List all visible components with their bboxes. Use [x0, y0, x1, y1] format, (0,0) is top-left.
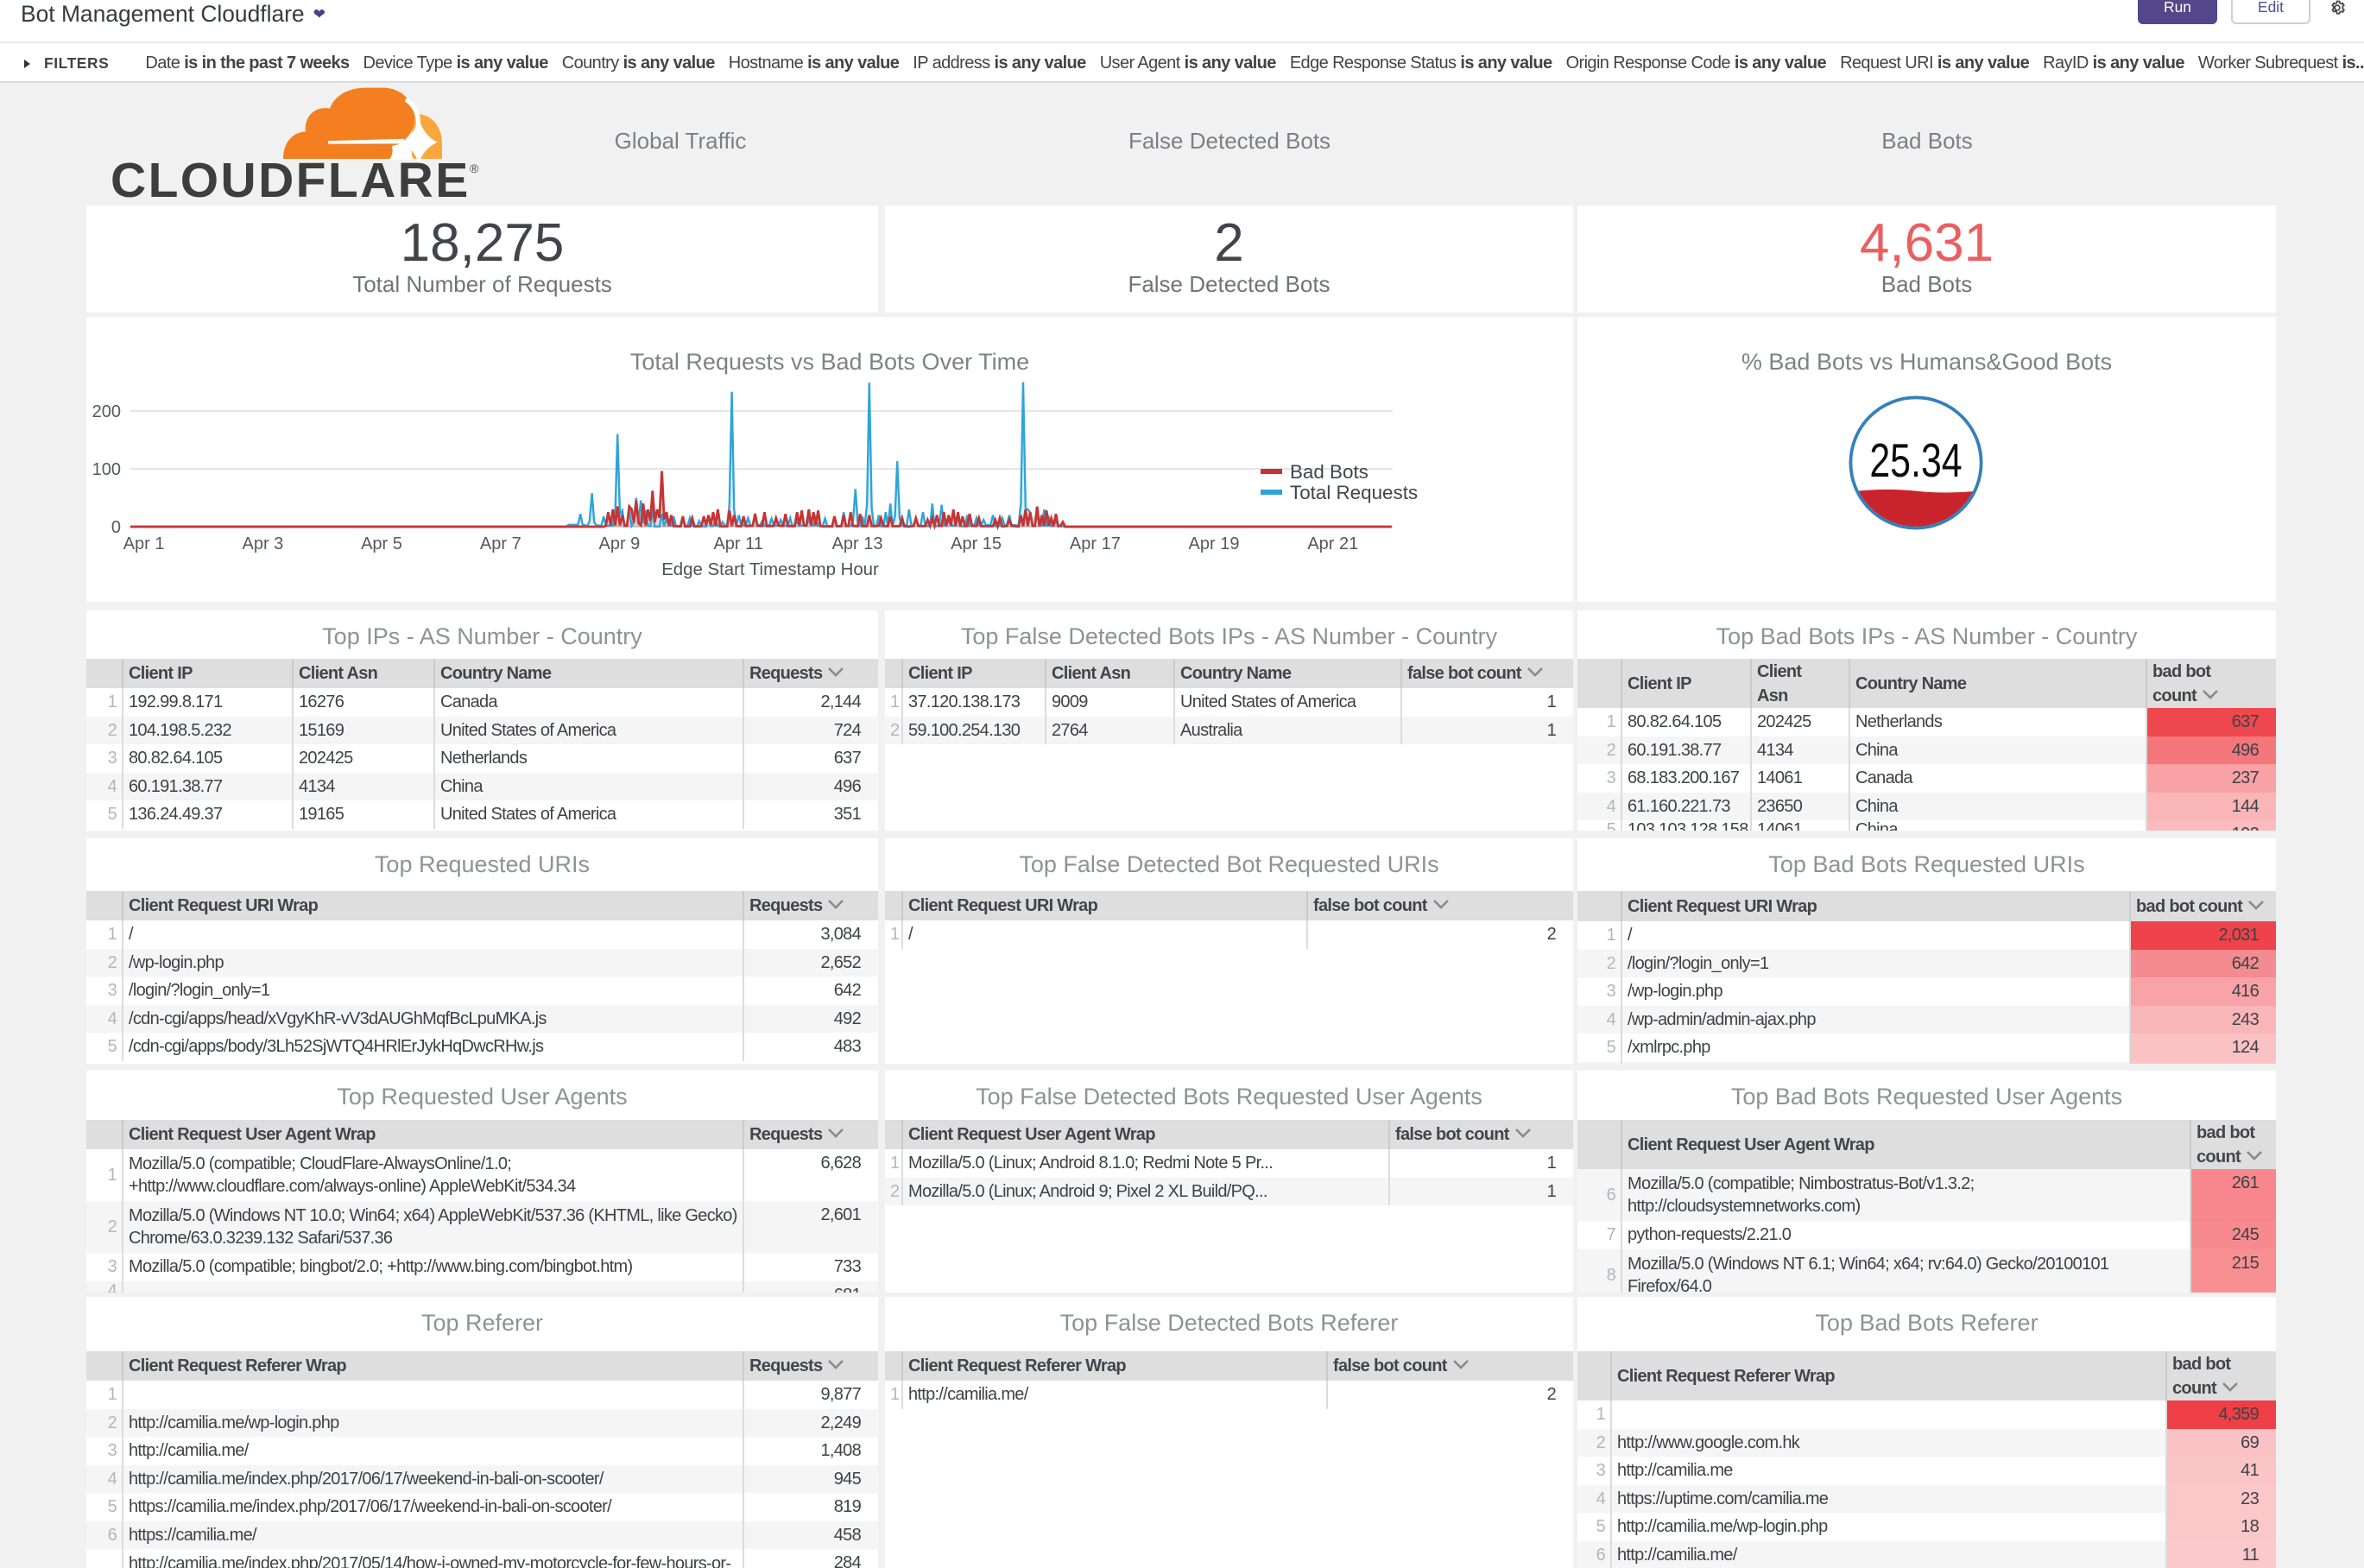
svg-text:Apr 3: Apr 3: [242, 534, 283, 553]
svg-text:Apr 17: Apr 17: [1070, 534, 1121, 553]
svg-text:Apr 19: Apr 19: [1189, 534, 1240, 553]
svg-text:200: 200: [92, 402, 121, 421]
svg-text:Apr 21: Apr 21: [1307, 534, 1358, 553]
svg-text:100: 100: [92, 460, 121, 479]
svg-text:CLOUDFLARE: CLOUDFLARE: [111, 153, 471, 204]
svg-text:25.34: 25.34: [1869, 434, 1962, 487]
svg-text:Apr 13: Apr 13: [832, 534, 883, 553]
svg-text:®: ®: [470, 161, 479, 175]
svg-text:Apr 7: Apr 7: [480, 534, 521, 553]
svg-text:Apr 15: Apr 15: [951, 534, 1002, 553]
svg-text:Apr 9: Apr 9: [598, 534, 640, 553]
svg-text:Apr 11: Apr 11: [713, 534, 762, 553]
svg-text:Bad Bots: Bad Bots: [1290, 461, 1368, 483]
svg-text:Total Requests: Total Requests: [1290, 482, 1418, 503]
svg-text:Edge Start Timestamp Hour: Edge Start Timestamp Hour: [661, 560, 879, 579]
svg-text:Apr 5: Apr 5: [361, 534, 402, 553]
svg-text:0: 0: [111, 518, 121, 537]
svg-text:Apr 1: Apr 1: [123, 534, 165, 553]
